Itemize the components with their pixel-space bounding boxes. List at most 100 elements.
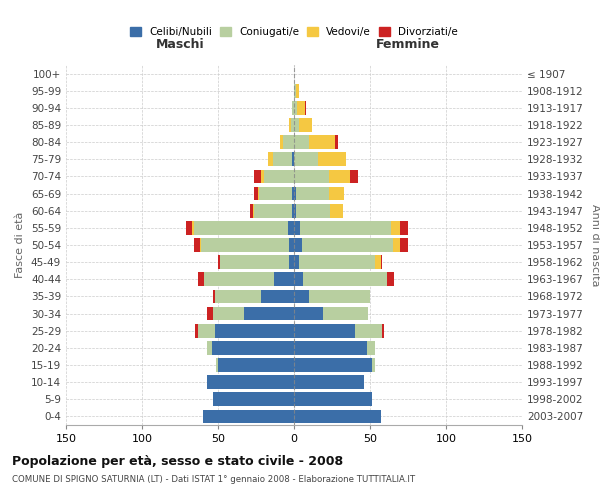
Bar	[208, 306, 214, 320]
Bar	[367, 341, 374, 354]
Bar	[294, 256, 299, 269]
Bar	[200, 238, 201, 252]
Bar	[268, 152, 273, 166]
Bar	[294, 290, 309, 304]
Text: Maschi: Maschi	[155, 38, 205, 52]
Bar	[254, 186, 257, 200]
Bar	[292, 186, 294, 200]
Bar	[198, 272, 205, 286]
Bar	[194, 238, 200, 252]
Bar	[280, 136, 283, 149]
Bar	[297, 101, 305, 114]
Bar	[300, 221, 391, 234]
Bar	[294, 376, 364, 389]
Bar	[208, 341, 212, 354]
Bar	[273, 152, 292, 166]
Bar	[309, 136, 335, 149]
Bar	[309, 290, 370, 304]
Bar	[329, 170, 350, 183]
Bar	[303, 272, 387, 286]
Bar	[214, 290, 215, 304]
Bar	[194, 221, 288, 234]
Bar	[217, 358, 218, 372]
Bar	[296, 204, 331, 218]
Bar	[220, 256, 289, 269]
Bar	[294, 101, 297, 114]
Bar	[331, 204, 343, 218]
Bar	[296, 84, 299, 98]
Bar	[294, 221, 300, 234]
Bar	[400, 238, 408, 252]
Bar	[294, 410, 380, 424]
Bar	[212, 341, 294, 354]
Bar	[299, 118, 312, 132]
Bar	[186, 221, 192, 234]
Bar	[380, 256, 382, 269]
Bar	[292, 204, 294, 218]
Bar	[289, 118, 291, 132]
Bar	[393, 238, 400, 252]
Bar	[250, 204, 253, 218]
Bar	[294, 118, 299, 132]
Text: COMUNE DI SPIGNO SATURNIA (LT) - Dati ISTAT 1° gennaio 2008 - Elaborazione TUTTI: COMUNE DI SPIGNO SATURNIA (LT) - Dati IS…	[12, 475, 415, 484]
Bar	[294, 204, 296, 218]
Bar	[260, 170, 263, 183]
Bar	[218, 256, 220, 269]
Bar	[291, 118, 294, 132]
Bar	[294, 272, 303, 286]
Text: Femmine: Femmine	[376, 38, 440, 52]
Bar	[289, 256, 294, 269]
Bar	[294, 136, 309, 149]
Bar	[292, 152, 294, 166]
Bar	[294, 324, 355, 338]
Bar	[254, 204, 292, 218]
Bar	[374, 256, 380, 269]
Bar	[296, 186, 329, 200]
Bar	[274, 272, 294, 286]
Bar	[195, 324, 198, 338]
Bar	[350, 170, 358, 183]
Bar	[208, 376, 294, 389]
Bar	[294, 84, 296, 98]
Bar	[294, 238, 302, 252]
Y-axis label: Anni di nascita: Anni di nascita	[590, 204, 600, 286]
Bar	[329, 186, 344, 200]
Bar	[259, 186, 292, 200]
Y-axis label: Fasce di età: Fasce di età	[16, 212, 25, 278]
Bar	[387, 272, 394, 286]
Bar	[203, 410, 294, 424]
Bar	[289, 238, 294, 252]
Bar	[292, 101, 294, 114]
Bar	[382, 324, 383, 338]
Text: Popolazione per età, sesso e stato civile - 2008: Popolazione per età, sesso e stato civil…	[12, 455, 343, 468]
Bar	[294, 341, 367, 354]
Bar	[305, 101, 306, 114]
Bar	[335, 136, 338, 149]
Bar	[254, 170, 260, 183]
Bar	[205, 272, 274, 286]
Bar	[323, 306, 368, 320]
Bar	[355, 324, 382, 338]
Bar	[294, 186, 296, 200]
Bar	[260, 290, 294, 304]
Bar	[263, 170, 294, 183]
Bar	[319, 152, 346, 166]
Bar	[294, 306, 323, 320]
Bar	[215, 290, 260, 304]
Bar	[299, 256, 374, 269]
Bar	[257, 186, 259, 200]
Bar	[192, 221, 194, 234]
Bar	[400, 221, 408, 234]
Bar	[244, 306, 294, 320]
Bar	[288, 221, 294, 234]
Bar	[198, 324, 215, 338]
Bar	[201, 238, 289, 252]
Bar	[214, 306, 244, 320]
Bar	[214, 392, 294, 406]
Bar	[294, 392, 371, 406]
Bar	[215, 324, 294, 338]
Bar	[218, 358, 294, 372]
Bar	[283, 136, 294, 149]
Bar	[302, 238, 393, 252]
Bar	[253, 204, 254, 218]
